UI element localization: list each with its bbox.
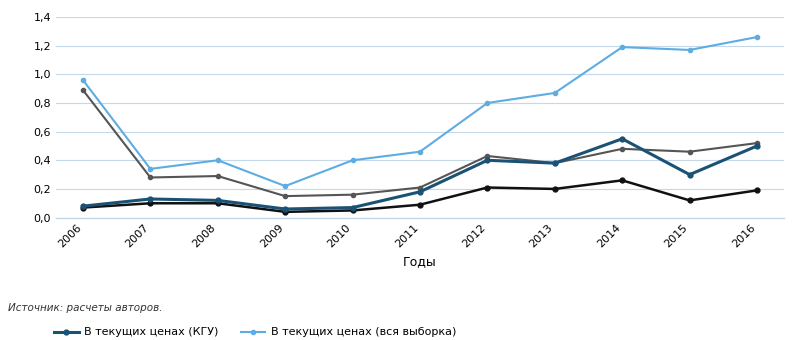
В текущих ценах (КГУ) [482,158,492,162]
В ценах 2005 г. (КГУ) [213,201,222,205]
В текущих ценах (вся выборка) [618,45,627,49]
В ценах 2005 г. (вся выборка) [550,161,560,165]
В текущих ценах (КГУ) [618,137,627,141]
В ценах 2005 г. (КГУ) [685,198,694,202]
В ценах 2005 г. (КГУ) [550,187,560,191]
В текущих ценах (КГУ) [685,173,694,177]
В ценах 2005 г. (вся выборка) [78,88,88,92]
В текущих ценах (КГУ) [415,190,425,194]
В ценах 2005 г. (вся выборка) [280,194,290,198]
В ценах 2005 г. (вся выборка) [213,174,222,178]
Line: В текущих ценах (КГУ): В текущих ценах (КГУ) [81,136,759,211]
В ценах 2005 г. (КГУ) [482,186,492,190]
В текущих ценах (вся выборка) [146,167,155,171]
В текущих ценах (КГУ) [213,198,222,202]
В текущих ценах (КГУ) [348,205,358,209]
В ценах 2005 г. (КГУ) [415,203,425,207]
В текущих ценах (КГУ) [78,204,88,208]
В ценах 2005 г. (вся выборка) [482,154,492,158]
В текущих ценах (вся выборка) [685,48,694,52]
В ценах 2005 г. (КГУ) [146,201,155,205]
В текущих ценах (вся выборка) [482,101,492,105]
X-axis label: Годы: Годы [403,255,437,268]
В ценах 2005 г. (вся выборка) [752,141,762,145]
Text: Источник: расчеты авторов.: Источник: расчеты авторов. [8,303,162,313]
В ценах 2005 г. (вся выборка) [348,193,358,197]
В ценах 2005 г. (КГУ) [280,210,290,214]
В текущих ценах (вся выборка) [348,158,358,162]
В ценах 2005 г. (КГУ) [618,178,627,182]
В ценах 2005 г. (вся выборка) [146,175,155,180]
В текущих ценах (вся выборка) [752,35,762,39]
Line: В ценах 2005 г. (КГУ): В ценах 2005 г. (КГУ) [81,178,759,214]
В текущих ценах (вся выборка) [550,91,560,95]
Legend: В текущих ценах (КГУ), В ценах 2005 г. (КГУ), В текущих ценах (вся выборка), В ц: В текущих ценах (КГУ), В ценах 2005 г. (… [54,327,456,340]
Line: В текущих ценах (вся выборка): В текущих ценах (вся выборка) [81,35,759,188]
В текущих ценах (КГУ) [146,197,155,201]
В текущих ценах (вся выборка) [213,158,222,162]
В ценах 2005 г. (КГУ) [752,188,762,192]
В текущих ценах (КГУ) [550,161,560,165]
В ценах 2005 г. (КГУ) [78,205,88,209]
В ценах 2005 г. (КГУ) [348,208,358,212]
В ценах 2005 г. (вся выборка) [415,186,425,190]
В текущих ценах (КГУ) [752,144,762,148]
В текущих ценах (вся выборка) [280,184,290,188]
В текущих ценах (вся выборка) [415,150,425,154]
В текущих ценах (КГУ) [280,207,290,211]
В ценах 2005 г. (вся выборка) [685,150,694,154]
В ценах 2005 г. (вся выборка) [618,147,627,151]
В текущих ценах (вся выборка) [78,78,88,82]
Line: В ценах 2005 г. (вся выборка): В ценах 2005 г. (вся выборка) [81,88,759,198]
